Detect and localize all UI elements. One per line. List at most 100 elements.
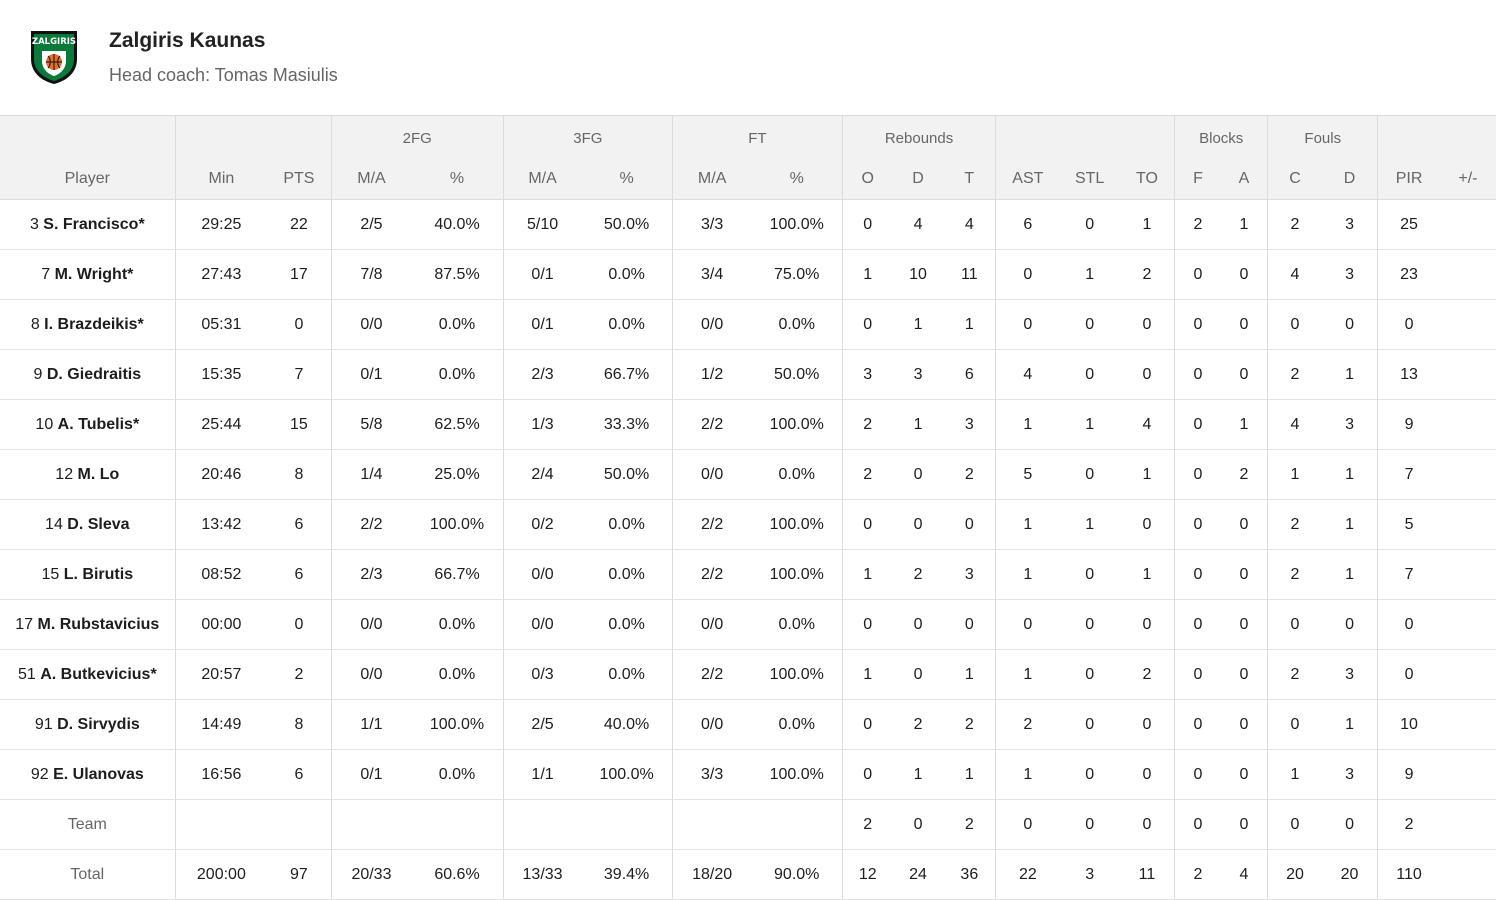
col-reb-d[interactable]: D [892,158,944,200]
stat-ast: 0 [995,299,1060,350]
col-plus-minus[interactable]: +/- [1439,158,1496,200]
player-cell[interactable]: 8 I. Brazdeikis* [0,299,176,350]
player-name[interactable]: M. Rubstavicius [37,615,160,633]
stat-pm [1439,249,1496,300]
stat-to: 1 [1119,199,1175,250]
col-3fg-pct[interactable]: % [581,158,673,200]
stat-fg3-ma: 0/0 [502,599,582,650]
logo-text: ZALGIRIS [32,37,76,47]
stat-reb-o: 0 [841,699,893,750]
stat-fouls-c: 2 [1267,199,1322,250]
stat-min: 14:49 [174,699,268,750]
stat-reb-d: 0 [892,599,944,650]
player-name[interactable]: M. Lo [77,465,120,483]
col-to[interactable]: TO [1119,158,1175,200]
col-reb-t[interactable]: T [943,158,996,200]
col-ft-pct[interactable]: % [751,158,843,200]
player-row: 10 A. Tubelis* 25:44 15 5/8 62.5% 1/3 33.3% 2/2… [0,399,1496,450]
col-blk-a[interactable]: A [1220,158,1268,200]
stat-reb-o: 12 [841,849,893,900]
col-pir[interactable]: PIR [1377,158,1440,200]
player-name[interactable]: D. Giedraitis [46,365,142,383]
stat-pts: 0 [267,299,332,350]
stat-pts: 6 [267,549,332,600]
player-cell[interactable]: 10 A. Tubelis* [0,399,176,450]
player-cell[interactable]: 91 D. Sirvydis [0,699,176,750]
player-name[interactable]: L. Birutis [63,565,134,583]
player-cell[interactable]: 51 A. Butkevicius* [0,649,176,700]
col-fouls-c[interactable]: C [1267,158,1322,200]
col-min[interactable]: Min [174,158,268,200]
player-name[interactable]: I. Brazdeikis* [44,315,144,333]
player-name[interactable]: A. Tubelis* [57,415,140,433]
player-number: 7 [41,265,51,283]
player-number: 15 [41,565,60,583]
player-cell[interactable]: 15 L. Birutis [0,549,176,600]
stat-reb-t: 36 [943,849,996,900]
team-logo: ZALGIRIS [31,31,77,84]
player-cell[interactable]: 12 M. Lo [0,449,176,500]
stat-reb-d: 2 [892,549,944,600]
player-number: 14 [45,515,63,533]
player-cell[interactable]: 9 D. Giedraitis [0,349,176,400]
stat-fg2-pct: 25.0% [411,449,504,500]
stat-reb-o: 0 [841,599,893,650]
player-row: 8 I. Brazdeikis* 05:31 0 0/0 0.0% 0/1 0.0% 0/0 0… [0,299,1496,350]
player-number: 91 [34,715,53,733]
head-coach: Head coach: Tomas Masiulis [109,65,338,85]
player-cell[interactable]: 17 M. Rubstavicius [0,599,176,650]
col-ast[interactable]: AST [995,158,1060,200]
col-ft-ma[interactable]: M/A [671,158,752,200]
stat-fg3-ma: 1/1 [502,749,582,800]
stat-blk-f: 0 [1174,399,1221,450]
stat-ft-ma [671,799,752,850]
col-3fg-ma[interactable]: M/A [502,158,582,200]
col-player[interactable]: Player [0,158,176,200]
stat-fg3-ma: 2/4 [502,449,582,500]
col-reb-o[interactable]: O [841,158,893,200]
stat-ft-pct: 50.0% [751,349,843,400]
player-name[interactable]: A. Butkevicius* [40,665,157,683]
player-name[interactable]: E. Ulanovas [53,765,144,783]
stat-blk-a: 0 [1220,749,1268,800]
stat-blk-a: 0 [1220,549,1268,600]
stat-fg3-ma: 1/3 [502,399,582,450]
stat-reb-o: 0 [841,199,893,250]
stat-reb-t: 2 [943,799,996,850]
stat-reb-o: 0 [841,749,893,800]
player-name[interactable]: M. Wright* [54,265,134,283]
team-header: ZALGIRIS Zalgiris Kaunas Head coach: Tom… [0,0,1496,115]
player-cell[interactable]: 7 M. Wright* [0,249,176,300]
stat-fouls-c: 2 [1267,649,1322,700]
stat-min: 13:42 [174,499,268,550]
stat-fg2-ma: 0/1 [330,749,412,800]
stat-pir: 10 [1377,699,1440,750]
stat-min: 05:31 [174,299,268,350]
stat-fouls-c: 2 [1267,549,1322,600]
stat-reb-t: 2 [943,449,996,500]
player-number: 12 [55,465,74,483]
stat-fouls-c: 2 [1267,349,1322,400]
col-pts[interactable]: PTS [267,158,332,200]
player-cell[interactable]: 14 D. Sleva [0,499,176,550]
stat-pts: 97 [267,849,332,900]
player-cell: Team [0,799,176,850]
stat-min: 00:00 [174,599,268,650]
player-row: 7 M. Wright* 27:43 17 7/8 87.5% 0/1 0.0% 3/4 75.… [0,249,1496,300]
stat-fg2-pct: 62.5% [411,399,504,450]
player-cell[interactable]: 92 E. Ulanovas [0,749,176,800]
col-2fg-pct[interactable]: % [411,158,504,200]
col-2fg-ma[interactable]: M/A [330,158,412,200]
stat-fouls-c: 1 [1267,449,1322,500]
stat-fg3-pct: 0.0% [581,299,673,350]
player-name[interactable]: D. Sirvydis [57,715,140,733]
player-name[interactable]: S. Francisco* [43,215,145,233]
col-blk-f[interactable]: F [1174,158,1221,200]
stat-blk-f: 0 [1174,649,1221,700]
col-fouls-d[interactable]: D [1321,158,1378,200]
stat-pir: 0 [1377,299,1440,350]
col-stl[interactable]: STL [1059,158,1120,200]
stat-blk-a: 4 [1220,849,1268,900]
player-cell[interactable]: 3 S. Francisco* [0,199,176,250]
player-name[interactable]: D. Sleva [67,515,130,533]
